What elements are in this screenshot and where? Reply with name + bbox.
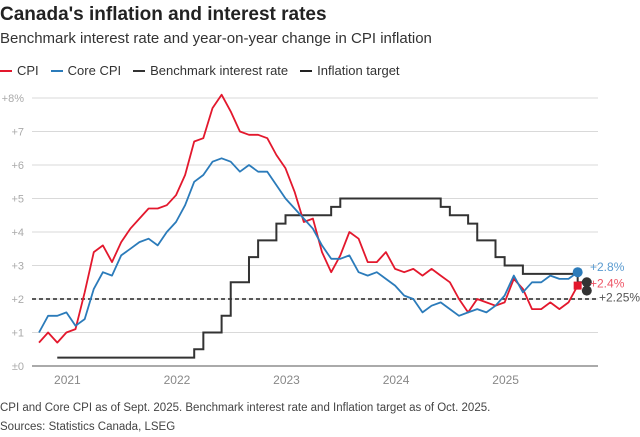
- y-tick-label: +5: [11, 194, 24, 206]
- x-tick-label: 2022: [164, 373, 191, 387]
- y-tick-label: +7: [11, 127, 24, 139]
- footnote: CPI and Core CPI as of Sept. 2025. Bench…: [0, 402, 491, 414]
- y-tick-label: +6: [11, 160, 24, 172]
- rate-end-label: +2.25%: [599, 291, 640, 305]
- rate-end-marker: [581, 277, 592, 288]
- y-tick-label: +2: [11, 294, 24, 306]
- chart-subtitle: Benchmark interest rate and year-on-year…: [0, 30, 432, 47]
- x-tick-label: 2021: [54, 373, 81, 387]
- legend-swatch: [0, 69, 12, 72]
- legend-label: Core CPI: [67, 63, 122, 78]
- legend-benchmark-rate: Benchmark interest rate: [133, 63, 288, 78]
- x-tick-label: 2023: [273, 373, 300, 387]
- legend-swatch: [300, 69, 313, 72]
- core-cpi-line: [38, 157, 579, 333]
- chart-title: Canada's inflation and interest rates: [0, 4, 327, 25]
- cpi-end-marker: [573, 281, 582, 290]
- core-cpi-end-label: +2.8%: [590, 260, 625, 274]
- cpi-end-label: +2.4%: [590, 277, 625, 291]
- x-tick-label: 2025: [492, 373, 519, 387]
- y-tick-label: +8%: [2, 93, 25, 105]
- legend-label: CPI: [17, 63, 39, 78]
- legend: CPI Core CPI Benchmark interest rate Inf…: [0, 63, 400, 78]
- legend-label: Inflation target: [317, 63, 400, 78]
- y-tick-label: +3: [11, 261, 24, 273]
- x-tick-label: 2024: [383, 373, 410, 387]
- legend-swatch: [50, 69, 63, 72]
- core-cpi-end-marker: [572, 267, 583, 278]
- legend-swatch: [133, 69, 146, 72]
- rate-end-marker: [581, 285, 592, 296]
- y-tick-label: +4: [11, 227, 24, 239]
- legend-cpi: CPI: [0, 63, 39, 78]
- legend-label: Benchmark interest rate: [150, 63, 289, 78]
- legend-inflation-target: Inflation target: [300, 63, 400, 78]
- sources: Sources: Statistics Canada, LSEG: [0, 421, 176, 433]
- legend-core-cpi: Core CPI: [50, 63, 122, 78]
- y-tick-label: ±0: [12, 361, 24, 373]
- y-tick-label: +1: [11, 328, 24, 340]
- cpi-line: [38, 93, 579, 344]
- benchmark-rate-line: [57, 197, 590, 359]
